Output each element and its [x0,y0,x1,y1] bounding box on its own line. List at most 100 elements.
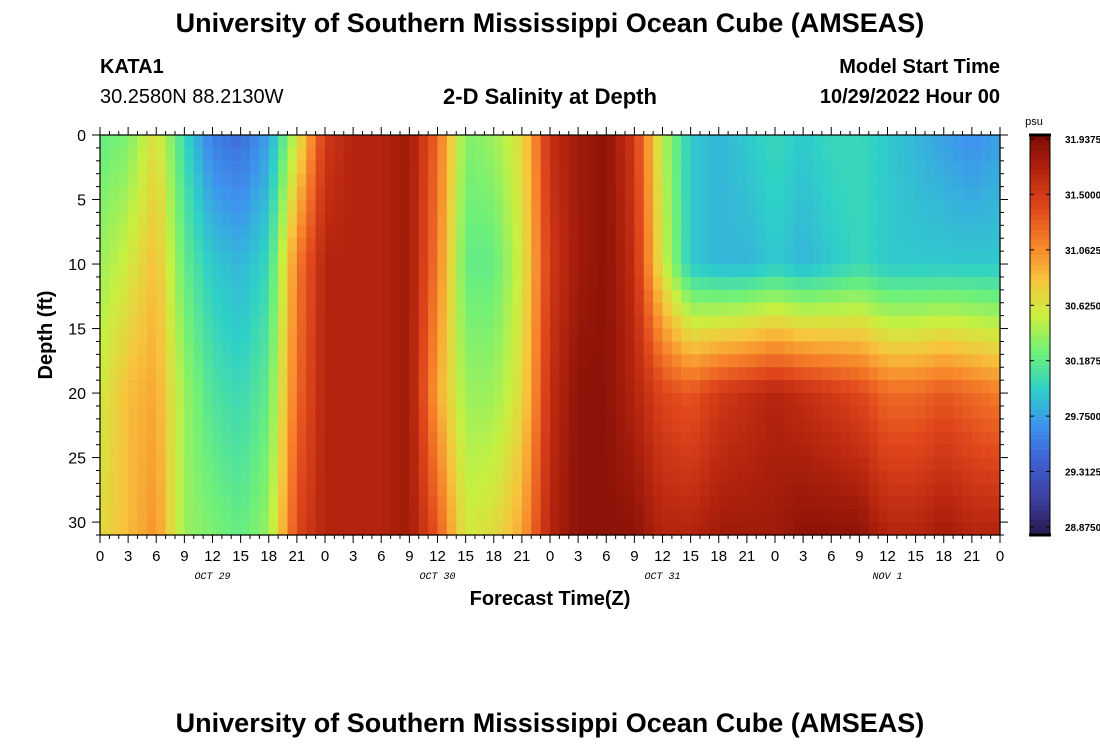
heatmap-cell [915,522,926,536]
heatmap-cell [296,341,307,355]
heatmap-cell [625,483,635,497]
heatmap-cell [118,135,129,149]
heatmap-cell [859,147,870,162]
heatmap-cell [568,444,579,459]
heatmap-cell [643,225,654,239]
heatmap-cell [831,328,842,343]
heatmap-cell [634,380,645,394]
heatmap-cell [587,328,598,343]
heatmap-cell [531,522,542,536]
heatmap-cell [859,199,870,214]
heatmap-cell [250,341,260,355]
heatmap-cell [840,483,851,497]
heatmap-cell [915,405,926,420]
heatmap-cell [362,186,373,201]
heatmap-cell [831,251,842,265]
heatmap-cell [615,418,626,433]
heatmap-cell [943,405,954,420]
heatmap-cell [737,470,748,484]
heatmap-cell [306,457,317,472]
heatmap-cell [400,225,410,239]
heatmap-cell [756,212,767,226]
heatmap-cell [175,470,185,484]
heatmap-cell [681,405,692,420]
heatmap-cell [559,135,570,149]
heatmap-cell [296,147,307,162]
heatmap-cell [578,522,589,536]
heatmap-cell [128,431,139,446]
heatmap-cell [456,380,467,394]
heatmap-cell [784,483,795,497]
heatmap-cell [887,328,898,343]
heatmap-cell [943,509,954,523]
heatmap-cell [400,393,410,407]
heatmap-cell [550,509,560,523]
heatmap-cell [662,457,673,472]
heatmap-cell [671,212,682,226]
heatmap-cell [343,225,354,239]
heatmap-cell [821,483,832,497]
heatmap-cell [990,186,1001,201]
heatmap-cell [953,186,964,201]
heatmap-cell [259,238,270,252]
heatmap-cell [925,354,935,368]
heatmap-cell [334,444,345,459]
heatmap-cell [559,276,570,291]
heatmap-cell [756,225,767,239]
heatmap-cell [268,186,279,201]
heatmap-cell [821,289,832,304]
colorbar-segment [1030,330,1050,336]
heatmap-cell [681,509,692,523]
heatmap-cell [521,431,532,446]
heatmap-cell [175,354,185,368]
heatmap-cell [390,522,401,536]
heatmap-cell [100,289,110,304]
heatmap-cell [737,251,748,265]
heatmap-cell [521,225,532,239]
heatmap-cell [971,186,982,201]
heatmap-cell [400,302,410,317]
heatmap-cell [306,405,317,420]
heatmap-cell [493,160,504,175]
heatmap-cell [259,289,270,304]
heatmap-cell [390,367,401,381]
heatmap-cell [484,302,495,317]
heatmap-cell [475,380,485,394]
heatmap-cell [878,212,889,226]
heatmap-cell [981,431,992,446]
heatmap-cell [615,496,626,510]
heatmap-cell [334,380,345,394]
heatmap-cell [353,212,364,226]
heatmap-cell [906,251,917,265]
heatmap-cell [400,457,410,472]
heatmap-cell [962,496,973,510]
heatmap-cell [821,135,832,149]
heatmap-cell [296,199,307,214]
heatmap-cell [306,173,317,188]
heatmap-cell [212,264,223,278]
heatmap-cell [700,431,710,446]
heatmap-cell [146,225,157,239]
colorbar-segment [1030,285,1050,291]
heatmap-cell [943,238,954,252]
heatmap-cell [531,509,542,523]
heatmap-cell [990,431,1001,446]
heatmap-cell [475,199,485,214]
heatmap-cell [343,393,354,407]
heatmap-cell [596,380,607,394]
heatmap-cell [221,289,232,304]
heatmap-cell [662,276,673,291]
heatmap-cell [278,199,289,214]
heatmap-cell [137,509,148,523]
heatmap-cell [240,212,251,226]
heatmap-cell [325,380,335,394]
heatmap-cell [409,444,420,459]
heatmap-cell [250,212,260,226]
heatmap-cell [231,393,242,407]
heatmap-cell [212,225,223,239]
heatmap-cell [606,289,617,304]
heatmap-cell [381,393,392,407]
heatmap-cell [287,199,298,214]
heatmap-cell [859,276,870,291]
